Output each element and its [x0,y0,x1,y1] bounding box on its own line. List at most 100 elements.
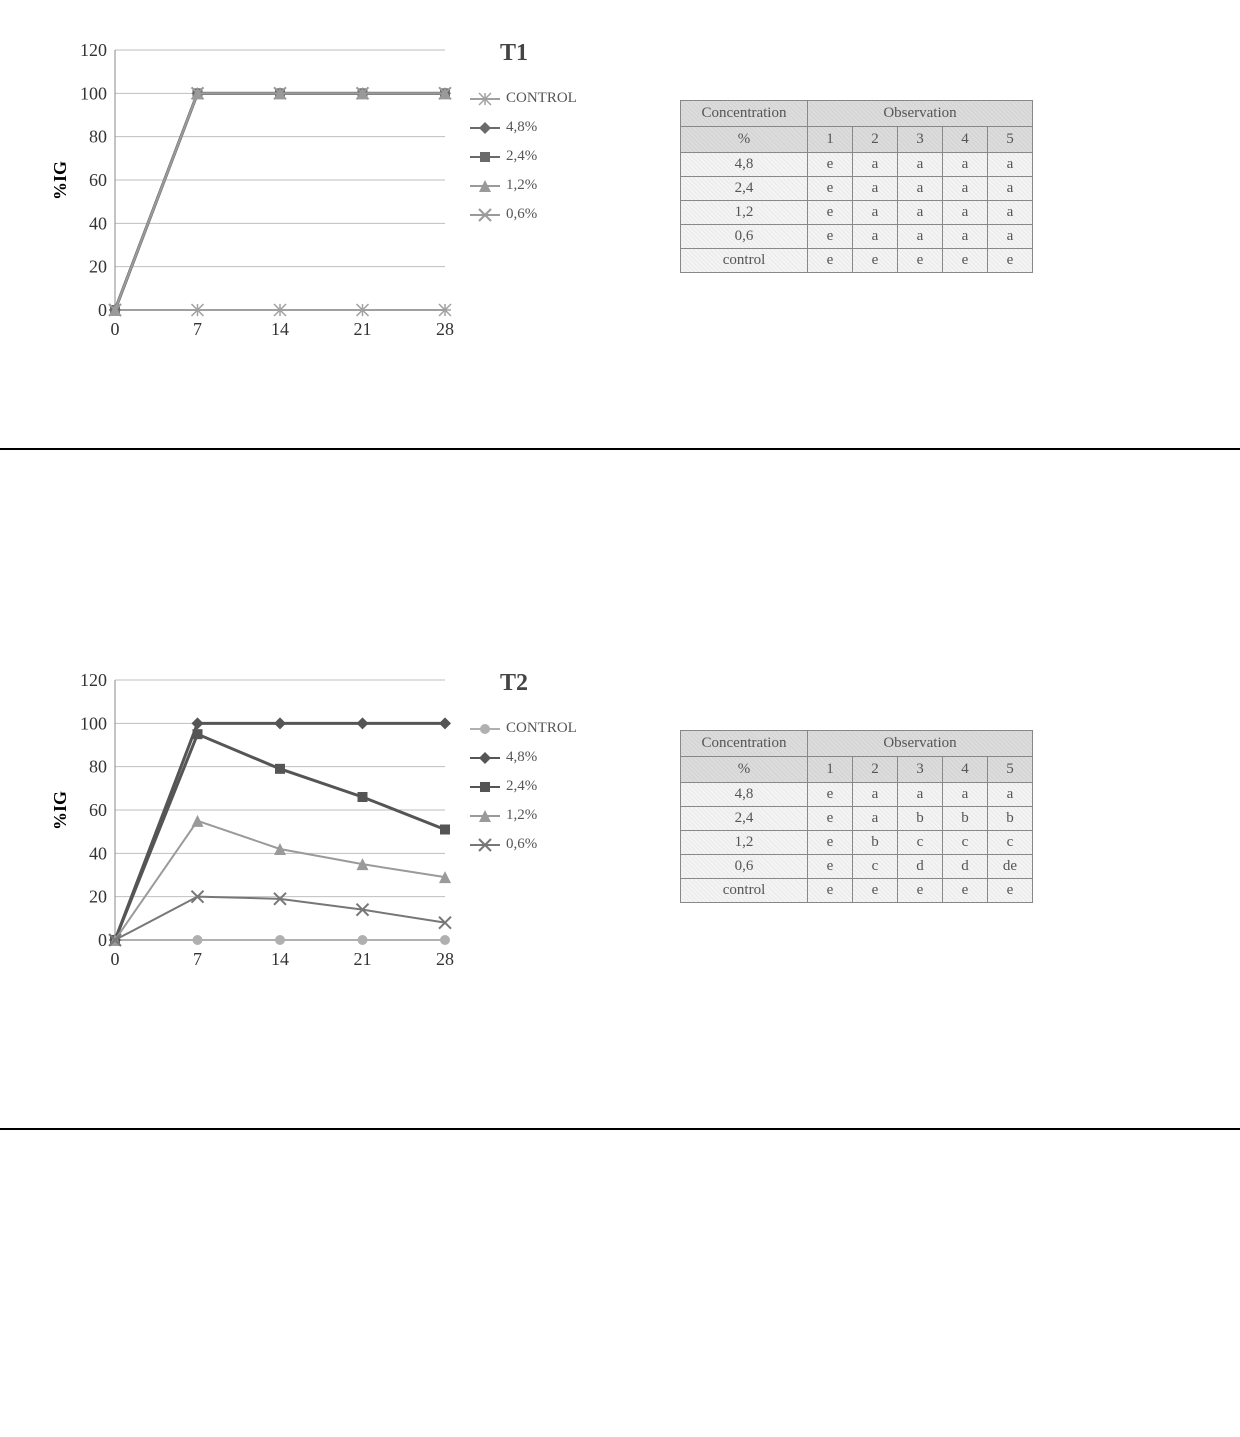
svg-text:7: 7 [193,319,202,339]
table-cell-value: e [808,249,853,273]
table-col-header: 5 [988,757,1033,783]
table-cell-value: e [808,807,853,831]
legend-marker-icon [470,750,500,766]
svg-text:28: 28 [436,949,454,969]
table-cell-value: a [898,783,943,807]
legend-marker-icon [470,149,500,165]
legend-label: CONTROL [506,720,577,737]
svg-text:20: 20 [89,887,107,907]
table-cell-value: a [898,153,943,177]
svg-text:40: 40 [89,213,107,233]
table-cell-value: e [988,879,1033,903]
legend-label: 1,2% [506,807,537,824]
table-cell-value: e [943,879,988,903]
svg-text:80: 80 [89,757,107,777]
svg-text:21: 21 [354,319,372,339]
table-cell-concentration: 4,8 [681,153,808,177]
legend-item: 2,4% [470,148,577,165]
table-cell-value: d [943,855,988,879]
table-cell-value: c [853,855,898,879]
table-cell-concentration: control [681,879,808,903]
table-cell-value: e [853,879,898,903]
table-row: controleeeee [681,879,1033,903]
line-chart: 02040608010012007142128 [60,670,460,980]
legend-item: 1,2% [470,177,577,194]
y-axis-label: %IG [50,161,71,200]
table-cell-concentration: 4,8 [681,783,808,807]
table-header-observation: Observation [808,101,1033,127]
table-subheader-percent: % [681,757,808,783]
legend-item: 2,4% [470,778,577,795]
svg-text:0: 0 [98,930,107,950]
svg-text:14: 14 [271,949,289,969]
table-row: 4,8eaaaa [681,153,1033,177]
legend-label: 2,4% [506,778,537,795]
table-col-header: 2 [853,757,898,783]
legend-marker-icon [470,779,500,795]
table-cell-value: e [808,831,853,855]
table-cell-value: a [988,153,1033,177]
table-row: controleeeee [681,249,1033,273]
table-cell-value: a [898,225,943,249]
table-cell-value: d [898,855,943,879]
table-col-header: 1 [808,127,853,153]
table-col-header: 1 [808,757,853,783]
legend-label: 4,8% [506,749,537,766]
table-row: 2,4eaaaa [681,177,1033,201]
table-cell-value: a [943,177,988,201]
svg-text:28: 28 [436,319,454,339]
table-cell-value: a [943,225,988,249]
table-cell-value: a [853,807,898,831]
legend: CONTROL 4,8% 2,4% [470,90,577,235]
table-cell-value: b [853,831,898,855]
svg-text:100: 100 [80,713,107,733]
svg-text:100: 100 [80,83,107,103]
table-cell-value: a [988,177,1033,201]
legend-item: 0,6% [470,836,577,853]
table-cell-value: e [943,249,988,273]
table-cell-value: a [853,783,898,807]
table-row: 1,2eaaaa [681,201,1033,225]
table-row: 0,6ecddde [681,855,1033,879]
table-row: 1,2ebccc [681,831,1033,855]
legend-label: CONTROL [506,90,577,107]
table-cell-value: e [808,201,853,225]
table-cell-value: a [988,783,1033,807]
table-cell-value: a [988,201,1033,225]
table-cell-value: de [988,855,1033,879]
table-cell-concentration: control [681,249,808,273]
legend-item: 4,8% [470,119,577,136]
legend-item: CONTROL [470,720,577,737]
table-row: 0,6eaaaa [681,225,1033,249]
table-col-header: 2 [853,127,898,153]
table-cell-concentration: 1,2 [681,201,808,225]
table-col-header: 5 [988,127,1033,153]
table-col-header: 4 [943,127,988,153]
table-cell-value: b [898,807,943,831]
table-cell-concentration: 1,2 [681,831,808,855]
svg-text:60: 60 [89,800,107,820]
panel-T1: 02040608010012007142128 %IG T1 CONTROL [0,0,1240,450]
legend-item: 4,8% [470,749,577,766]
table-cell-value: e [808,153,853,177]
legend-marker-icon [470,837,500,853]
table-cell-concentration: 0,6 [681,855,808,879]
legend-label: 0,6% [506,836,537,853]
svg-text:120: 120 [80,670,107,690]
table-cell-value: b [943,807,988,831]
table-cell-value: a [853,225,898,249]
chart-title: T2 [500,670,528,697]
legend-label: 1,2% [506,177,537,194]
table-block: Concentration Observation %12345 4,8eaaa… [680,100,1033,273]
table-header-concentration: Concentration [681,101,808,127]
legend-item: CONTROL [470,90,577,107]
svg-text:21: 21 [354,949,372,969]
table-cell-value: a [898,177,943,201]
table-cell-value: e [808,783,853,807]
legend-marker-icon [470,808,500,824]
table-cell-value: c [943,831,988,855]
svg-text:7: 7 [193,949,202,969]
table-col-header: 3 [898,757,943,783]
table-cell-value: c [988,831,1033,855]
table-cell-value: a [853,201,898,225]
